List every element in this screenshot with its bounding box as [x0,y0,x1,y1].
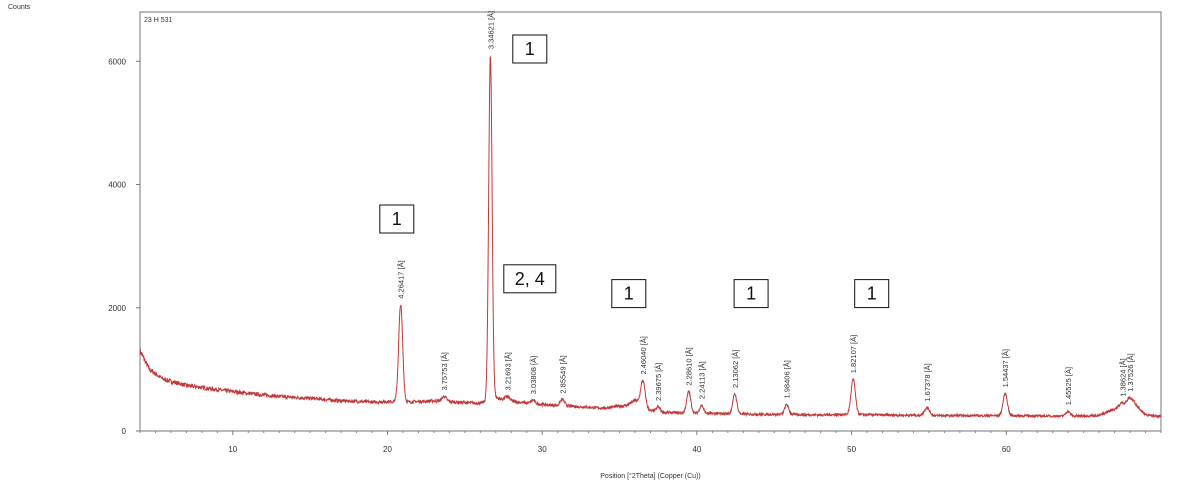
peak-d-spacing-label: 1.45525 [Å] [1064,367,1073,405]
peak-d-spacing-label: 2.24113 [Å] [698,361,707,399]
x-tick-label: 20 [383,445,392,454]
x-axis-title: Position [°2Theta] (Copper (Cu)) [600,472,700,480]
phase-annotation-box: 2, 4 [503,264,557,294]
peak-d-spacing-label: 3.03808 [Å] [529,356,538,394]
peak-d-spacing-label: 1.98406 [Å] [783,360,792,398]
peak-d-spacing-label: 1.38624 [Å] [1118,358,1127,396]
peak-d-spacing-label: 2.46040 [Å] [639,336,648,374]
annotation-frame [503,264,557,294]
diffraction-pattern-line [139,56,1161,420]
peak-d-spacing-label: 2.28610 [Å] [685,347,694,385]
peak-d-spacing-label: 1.67378 [Å] [923,363,932,401]
y-tick-label: 6000 [108,57,126,66]
annotation-label: 1 [867,284,877,304]
annotation-label: 1 [624,284,634,304]
phase-annotations: 1 1 2, 4 1 1 1 [379,34,890,309]
x-tick-label: 40 [692,445,701,454]
peak-d-spacing-label: 2.39675 [Å] [654,363,663,401]
annotation-frame [611,279,647,309]
y-axis: 0 2000 4000 6000 [108,57,140,436]
peak-d-spacing-label: 1.82107 [Å] [849,335,858,373]
phase-annotation-box: 1 [512,34,548,64]
peak-d-spacing-label: 3.34621 [Å] [486,11,495,49]
x-axis: 10 20 30 40 50 60 [139,431,1162,454]
annotation-label: 1 [746,284,756,304]
annotation-label: 1 [525,39,535,59]
annotation-frame [733,279,769,309]
annotation-frame [854,279,890,309]
annotation-label: 2, 4 [515,269,545,289]
phase-annotation-box: 1 [854,279,890,309]
y-axis-title: Counts [8,4,31,11]
y-tick-label: 2000 [108,304,126,313]
annotation-frame [379,204,415,234]
annotation-label: 1 [392,209,402,229]
annotation-frame [512,34,548,64]
peak-d-spacing-label: 4.26417 [Å] [397,260,406,298]
peak-d-spacing-label: 1.54437 [Å] [1001,349,1010,387]
peak-d-spacing-label: 2.85549 [Å] [558,355,567,393]
sample-name-label: 23 H 531 [144,17,173,24]
peak-d-spacing-label: 3.21693 [Å] [503,352,512,390]
x-tick-label: 30 [538,445,547,454]
peak-labels: 4.26417 [Å] 3.75753 [Å] 3.34621 [Å] 3.21693… [397,11,1135,406]
peak-d-spacing-label: 2.13062 [Å] [731,350,740,388]
peak-d-spacing-label: 1.37526 [Å] [1126,353,1135,391]
y-tick-label: 4000 [108,181,126,190]
peak-d-spacing-label: 3.75753 [Å] [440,352,449,390]
x-tick-label: 50 [847,445,856,454]
phase-annotation-box: 1 [379,204,415,234]
x-tick-label: 10 [228,445,237,454]
phase-annotation-box: 1 [611,279,647,309]
y-tick-label: 0 [122,427,127,436]
x-tick-label: 60 [1002,445,1011,454]
phase-annotation-box: 1 [733,279,769,309]
